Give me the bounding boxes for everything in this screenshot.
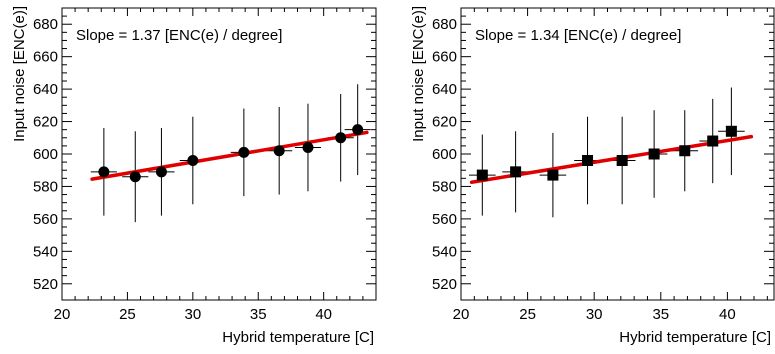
y-tick-label: 660 bbox=[432, 49, 457, 66]
data-point bbox=[510, 166, 522, 178]
y-tick-label: 600 bbox=[432, 146, 457, 163]
y-tick-label: 640 bbox=[33, 81, 58, 98]
data-point bbox=[238, 146, 250, 158]
y-tick-label: 540 bbox=[33, 243, 58, 260]
y-tick-label: 520 bbox=[33, 276, 58, 293]
y-tick-label: 620 bbox=[33, 114, 58, 131]
data-point bbox=[129, 171, 141, 183]
y-tick-label: 680 bbox=[33, 16, 58, 33]
x-tick-label: 25 bbox=[119, 306, 136, 323]
data-point bbox=[679, 145, 691, 157]
y-tick-label: 680 bbox=[432, 16, 457, 33]
y-tick-label: 560 bbox=[432, 211, 457, 228]
y-tick-label: 580 bbox=[33, 178, 58, 195]
y-axis-title: Input noise [ENC(e)] bbox=[11, 6, 28, 142]
data-point bbox=[725, 125, 737, 137]
data-point bbox=[547, 169, 559, 181]
data-point bbox=[187, 154, 199, 166]
data-point bbox=[273, 145, 285, 157]
data-point bbox=[707, 135, 719, 147]
x-tick-label: 40 bbox=[719, 306, 736, 323]
x-tick-label: 30 bbox=[586, 306, 603, 323]
data-point bbox=[98, 166, 110, 178]
x-axis-title: Hybrid temperature [C] bbox=[619, 329, 771, 346]
data-point bbox=[352, 124, 364, 136]
data-point bbox=[302, 142, 314, 154]
y-tick-label: 620 bbox=[432, 114, 457, 131]
x-tick-label: 25 bbox=[519, 306, 536, 323]
x-tick-label: 35 bbox=[250, 306, 267, 323]
data-point bbox=[582, 154, 594, 166]
y-tick-label: 560 bbox=[33, 211, 58, 228]
data-point bbox=[335, 132, 347, 144]
y-tick-label: 540 bbox=[432, 243, 457, 260]
slope-annotation: Slope = 1.37 [ENC(e) / degree] bbox=[76, 27, 282, 44]
fit-line bbox=[90, 130, 369, 181]
x-tick-label: 20 bbox=[54, 306, 71, 323]
x-tick-label: 40 bbox=[315, 306, 332, 323]
data-point bbox=[476, 169, 488, 181]
y-tick-label: 520 bbox=[432, 276, 457, 293]
x-tick-label: 30 bbox=[184, 306, 201, 323]
data-point bbox=[648, 148, 660, 160]
y-tick-label: 660 bbox=[33, 49, 58, 66]
y-tick-label: 600 bbox=[33, 146, 58, 163]
data-point bbox=[155, 166, 167, 178]
x-tick-label: 20 bbox=[453, 306, 470, 323]
y-axis-title: Input noise [ENC(e)] bbox=[410, 6, 427, 142]
slope-annotation: Slope = 1.34 [ENC(e) / degree] bbox=[475, 27, 681, 44]
plot-frame bbox=[460, 7, 775, 301]
data-point bbox=[616, 154, 628, 166]
x-tick-label: 35 bbox=[652, 306, 669, 323]
y-tick-label: 580 bbox=[432, 178, 457, 195]
y-tick-label: 640 bbox=[432, 81, 457, 98]
x-axis-title: Hybrid temperature [C] bbox=[222, 329, 374, 346]
